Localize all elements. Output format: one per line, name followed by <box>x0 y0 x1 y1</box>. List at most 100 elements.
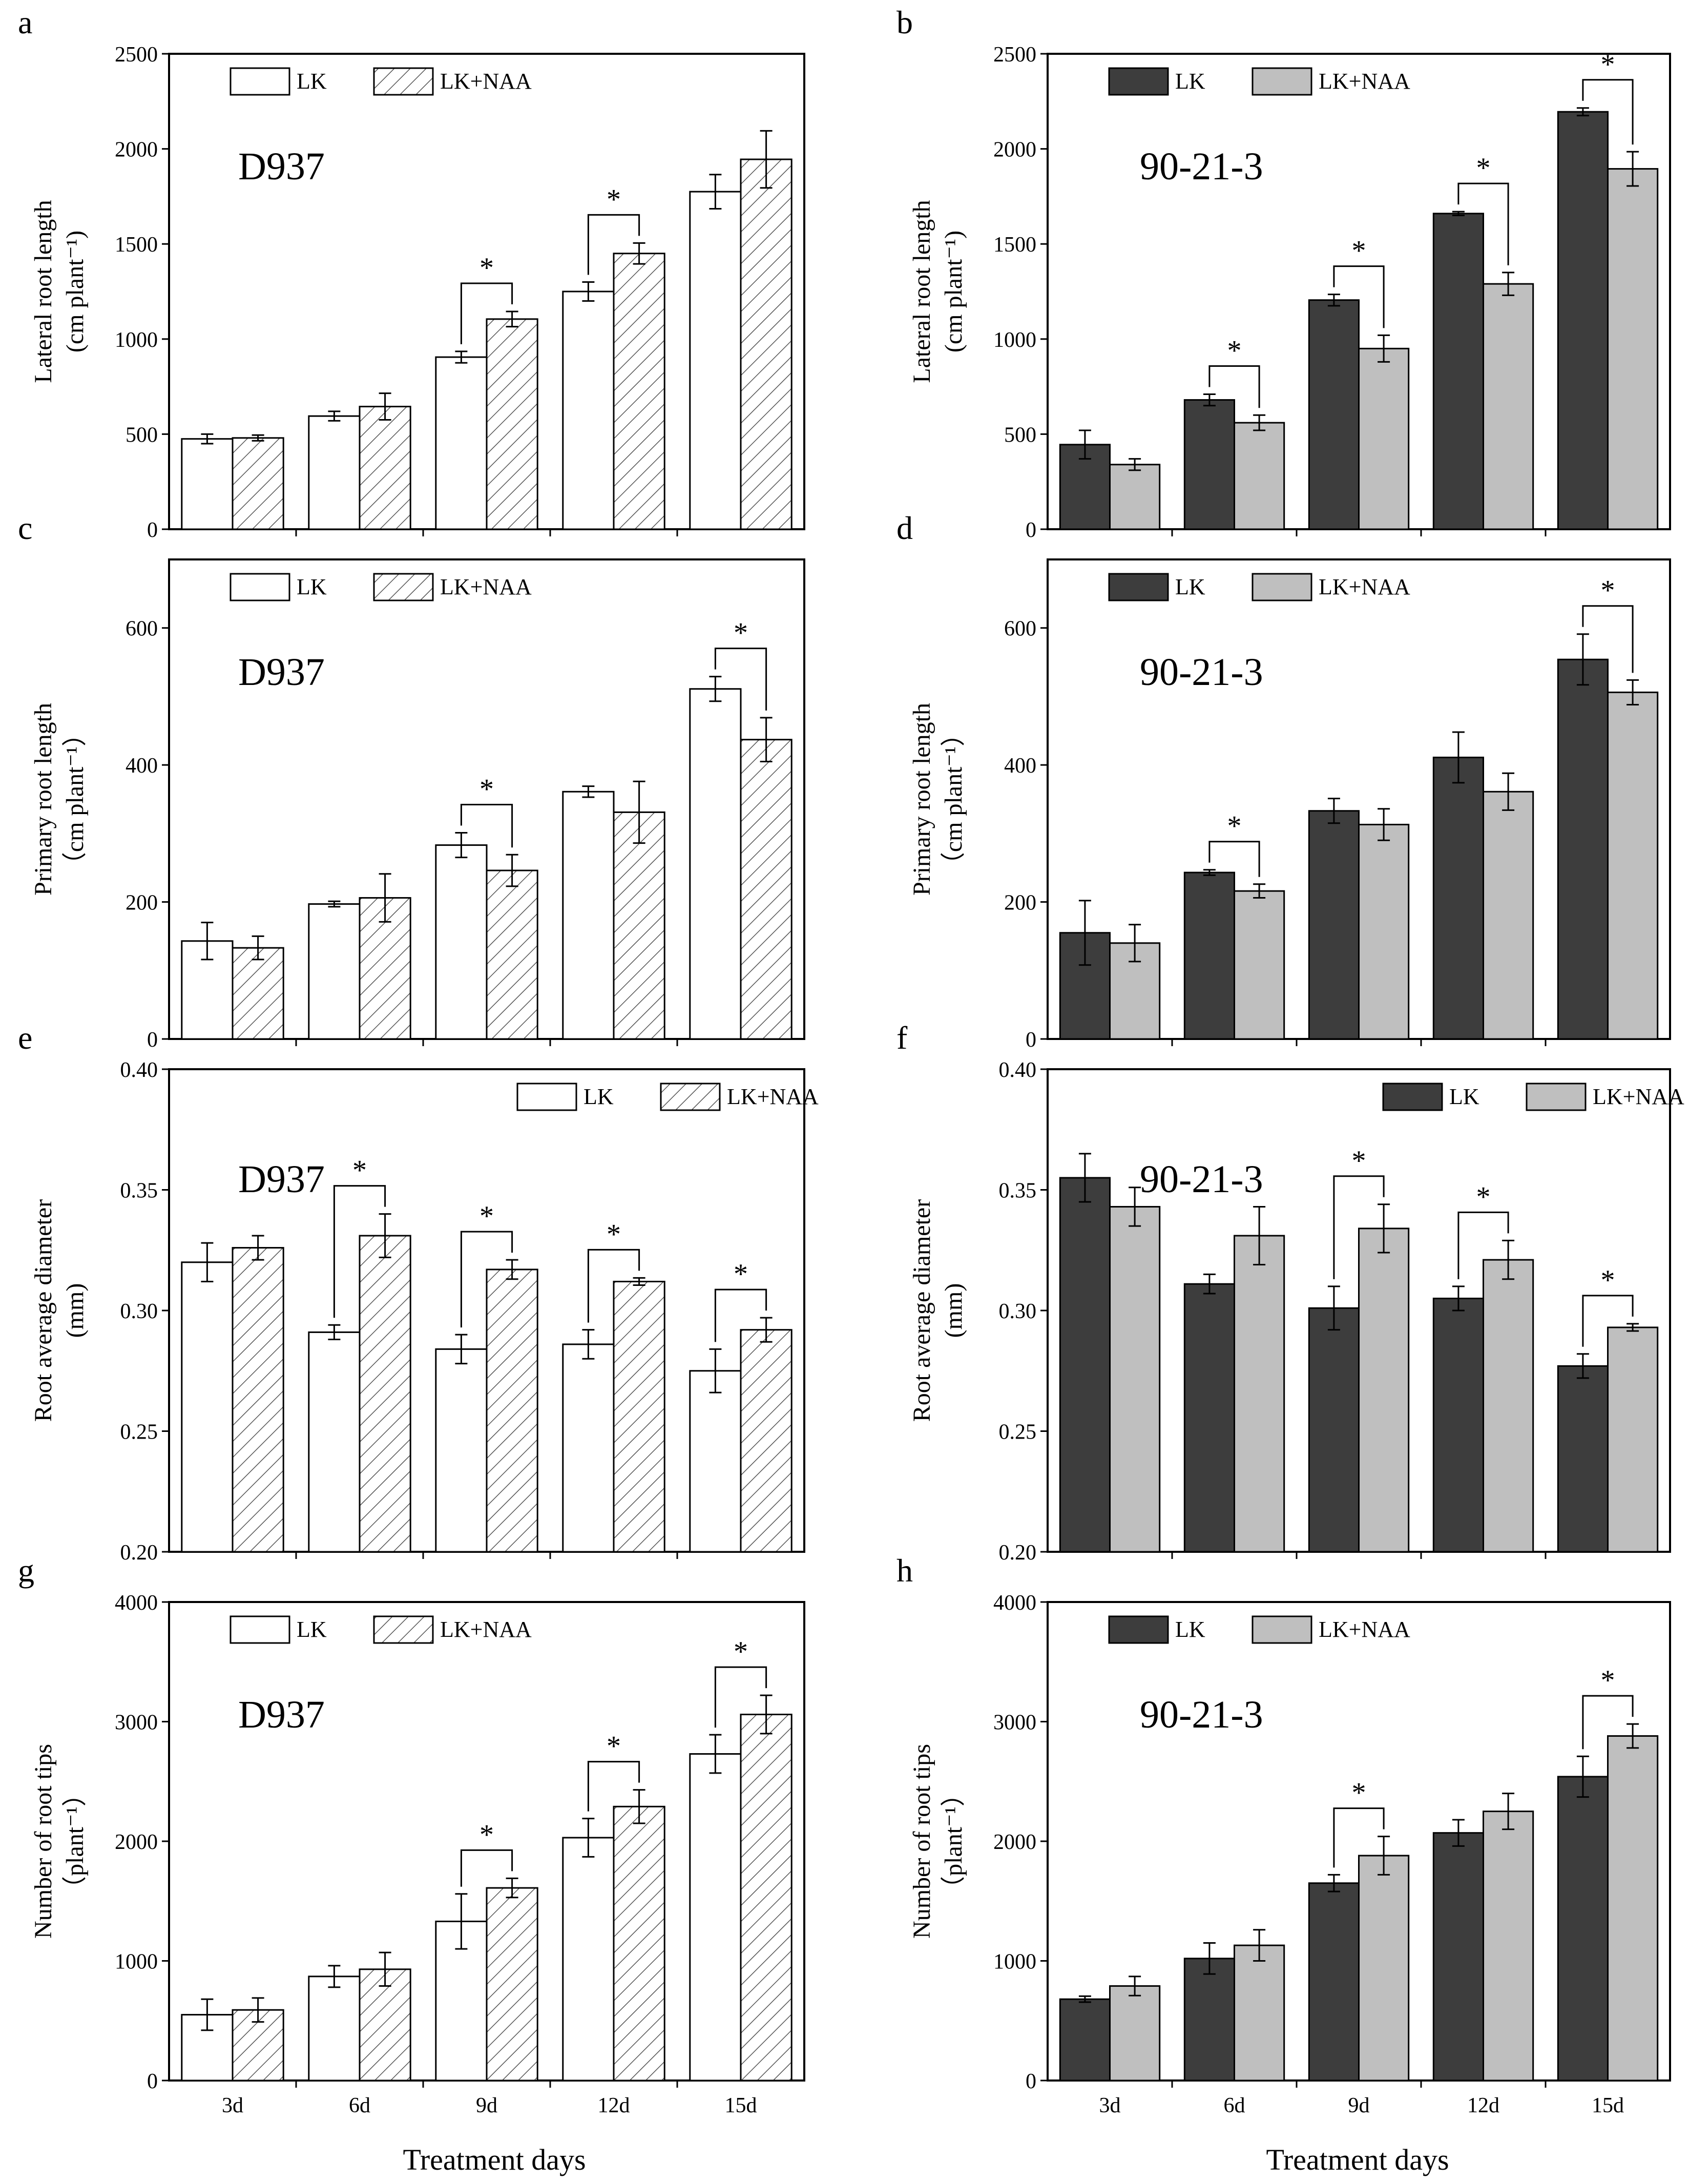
y-axis-label: Number of root tips <box>908 1744 935 1939</box>
bar-lk-naa-3d <box>232 437 284 530</box>
significance-bracket <box>587 1761 640 1812</box>
significance-star: * <box>1227 810 1242 842</box>
bar-lk-15d <box>689 688 742 1040</box>
bar-lk-naa-6d <box>1234 422 1285 530</box>
x-axis-label-right: Treatment days <box>1266 2143 1449 2176</box>
legend-swatch-0 <box>1108 67 1169 96</box>
y-tick-label: 0.35 <box>120 1179 158 1203</box>
legend-swatch-1 <box>373 67 434 96</box>
x-tick-label: 12d <box>598 2094 630 2117</box>
y-axis-label: Number of root tips <box>30 1744 57 1939</box>
bar-lk-naa-3d <box>232 1247 284 1553</box>
legend-swatch-1 <box>660 1083 721 1111</box>
bar-lk-6d <box>1183 1958 1236 2082</box>
panel-letter-g: g <box>18 1552 34 1589</box>
bar-lk-naa-6d <box>1234 1235 1285 1553</box>
bar-lk-naa-15d <box>1607 1326 1659 1553</box>
y-tick-label: 2000 <box>115 138 158 162</box>
y-tick-label: 500 <box>1004 423 1036 447</box>
significance-bracket <box>333 1185 386 1318</box>
significance-bracket <box>460 1849 513 1887</box>
bar-lk-15d <box>1557 111 1609 530</box>
significance-bracket <box>714 1666 767 1728</box>
legend-swatch-0 <box>1108 573 1169 601</box>
significance-star: * <box>1601 575 1615 607</box>
significance-bracket <box>460 804 513 848</box>
y-axis-label: Primary root length <box>908 703 935 896</box>
y-tick-label: 3000 <box>115 1711 158 1735</box>
bar-lk-9d <box>435 844 488 1040</box>
legend-swatch-0 <box>230 67 290 96</box>
y-axis-unit: （plant⁻¹） <box>61 1782 89 1901</box>
significance-star: * <box>734 1258 748 1290</box>
x-tick-label: 12d <box>1467 2094 1499 2117</box>
panel-a: a 0 500 1000 1500 2000 2500 Lateral root length… <box>18 4 805 542</box>
y-tick-label: 2000 <box>115 1831 158 1854</box>
significance-bracket <box>1208 841 1260 877</box>
y-tick-label: 0.20 <box>120 1541 158 1565</box>
y-tick-label: 4000 <box>115 1591 158 1615</box>
significance-star: * <box>1352 1145 1366 1177</box>
y-tick-label: 2000 <box>993 1831 1036 1854</box>
bar-lk-naa-3d <box>1109 1205 1161 1553</box>
cultivar-label: D937 <box>238 1158 325 1201</box>
bar-lk-naa-15d <box>1607 168 1659 530</box>
significance-bracket <box>460 282 513 344</box>
bar-lk-naa-15d <box>740 739 793 1040</box>
y-tick-label: 4000 <box>993 1591 1036 1615</box>
bar-lk-6d <box>1183 1283 1236 1553</box>
y-tick-label: 200 <box>126 891 158 915</box>
y-tick-label: 0.20 <box>999 1541 1037 1565</box>
legend-label-0: LK <box>1175 1617 1205 1642</box>
legend-swatch-1 <box>1252 67 1312 96</box>
bar-lk-naa-12d <box>1483 1811 1534 2082</box>
legend-label-0: LK <box>583 1084 614 1109</box>
y-tick-label: 2500 <box>115 43 158 67</box>
x-tick-label: 3d <box>1099 2094 1121 2117</box>
significance-star: * <box>479 1200 494 1232</box>
x-tick-label: 9d <box>1348 2094 1370 2117</box>
y-tick-label: 0 <box>147 518 158 542</box>
legend-label-0: LK <box>297 1617 327 1642</box>
panel-letter-b: b <box>896 4 913 40</box>
y-tick-label: 0 <box>1026 2070 1036 2093</box>
bar-lk-9d <box>1308 1307 1360 1553</box>
y-tick-label: 2000 <box>993 138 1036 162</box>
y-tick-label: 2500 <box>993 43 1036 67</box>
bar-lk-6d <box>308 415 361 530</box>
y-tick-label: 0.35 <box>999 1179 1037 1203</box>
y-tick-label: 1000 <box>993 328 1036 352</box>
legend-label-1: LK+NAA <box>1319 69 1410 94</box>
x-tick-label: 9d <box>476 2094 497 2117</box>
significance-star: * <box>1476 152 1491 184</box>
y-tick-label: 1000 <box>115 328 158 352</box>
x-tick-label: 15d <box>725 2094 757 2117</box>
y-tick-label: 0.30 <box>120 1300 158 1323</box>
panel-b: b 0 500 1000 1500 2000 2500 Lateral root length… <box>896 4 1671 542</box>
x-axis-label-left: Treatment days <box>403 2143 586 2176</box>
bar-lk-naa-12d <box>1483 791 1534 1040</box>
bar-lk-15d <box>689 1370 742 1553</box>
bar-lk-9d <box>1308 1882 1360 2082</box>
y-axis-label: Root average diameter <box>908 1199 935 1422</box>
bar-lk-naa-3d <box>1109 1985 1161 2082</box>
legend-swatch-1 <box>1252 1615 1312 1644</box>
y-axis-label: Root average diameter <box>30 1199 57 1422</box>
significance-bracket <box>1582 1695 1634 1750</box>
bar-lk-6d <box>308 903 361 1040</box>
bar-lk-12d <box>562 290 615 530</box>
bar-lk-naa-15d <box>740 1713 793 2082</box>
legend-label-0: LK <box>1449 1084 1479 1109</box>
bar-lk-12d <box>1432 756 1485 1040</box>
significance-star: * <box>734 617 748 649</box>
y-tick-label: 1500 <box>115 233 158 257</box>
significance-bracket <box>1333 1175 1385 1279</box>
legend-label-0: LK <box>297 69 327 94</box>
y-tick-label: 0.40 <box>120 1058 158 1082</box>
bar-lk-6d <box>308 1975 361 2082</box>
legend-swatch-0 <box>230 1615 290 1644</box>
panel-letter-h: h <box>896 1552 913 1589</box>
bar-lk-naa-9d <box>1358 1855 1410 2082</box>
legend-label-1: LK+NAA <box>440 574 532 599</box>
bar-lk-naa-9d <box>1358 1228 1410 1553</box>
